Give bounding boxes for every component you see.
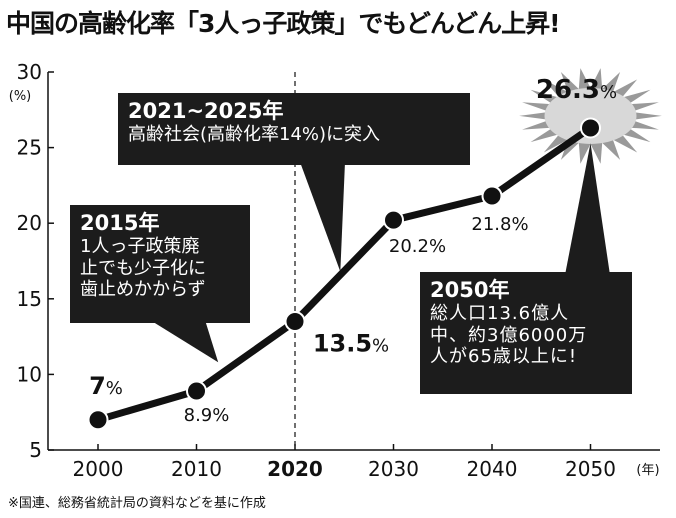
callout-2015: 2015年 1人っ子政策廃 止でも少子化に 歯止めかからず [70, 205, 250, 323]
y-tick-label: 15 [17, 287, 42, 311]
axes: 5 10 15 20 25 30 (%) 2000 2010 2020 2030 2040 2050 (年… [9, 60, 660, 481]
x-tick-label: 2040 [467, 457, 518, 481]
callout-2015-pointer [150, 320, 219, 363]
callout-2050-pointer [565, 143, 610, 275]
callout-2015-text: 1人っ子政策廃 止でも少子化に 歯止めかからず [80, 236, 206, 301]
data-label-unit: % [106, 378, 123, 399]
highlight-burst-core [544, 87, 637, 144]
chart-title: 中国の高齢化率「3人っ子政策」でもどんどん上昇! [6, 9, 561, 38]
x-tick-label: 2020 [267, 457, 323, 481]
data-label-unit: % [372, 335, 389, 356]
callout-2050-text: 総人口13.6億人 中、約3億6000万 人が65歳以上に! [430, 303, 588, 368]
data-point-2040 [481, 185, 503, 207]
y-tick-label: 30 [17, 60, 42, 84]
y-tick-label: 20 [17, 211, 42, 235]
data-label-2030: 20.2% [389, 236, 446, 257]
data-label-value: 20.2 [389, 236, 429, 257]
x-tick-label: 2030 [368, 457, 419, 481]
x-unit-label: (年) [636, 463, 659, 478]
callout-2021-text: 高齢社会(高齢化率14%)に突入 [128, 124, 381, 146]
highlight-burst [519, 68, 662, 164]
data-label-value: 21.8 [471, 214, 511, 235]
callout-2050: 2050年 総人口13.6億人 中、約3億6000万 人が65歳以上に! [420, 272, 632, 394]
callout-2015-heading: 2015年 [80, 211, 160, 235]
series-path [97, 125, 593, 424]
data-labels: 7%8.9%13.5%20.2%21.8%26.3% [89, 75, 617, 426]
data-label-2020: 13.5% [313, 329, 389, 357]
data-label-2040: 21.8% [471, 214, 528, 235]
data-label-value: 8.9 [184, 405, 213, 426]
data-label-value: 26.3 [536, 75, 600, 105]
data-label-unit: % [212, 405, 229, 426]
x-tick-label: 2050 [565, 457, 616, 481]
data-label-value: 7 [89, 372, 106, 400]
x-tick-label: 2000 [73, 457, 124, 481]
callout-pointers [150, 143, 610, 363]
y-unit-label: (%) [9, 89, 32, 104]
data-label-unit: % [511, 214, 528, 235]
data-point-2020 [284, 310, 306, 332]
data-point-2030 [383, 209, 404, 231]
data-label-unit: % [600, 82, 617, 103]
data-label-2050: 26.3% [536, 75, 617, 105]
data-label-value: 13.5 [313, 329, 372, 357]
data-point-2050 [580, 117, 601, 139]
y-tick-label: 10 [17, 362, 42, 386]
y-tick-label: 5 [29, 438, 42, 462]
series-line [87, 117, 601, 431]
data-label-unit: % [429, 236, 446, 257]
callout-2021: 2021~2025年 高齢社会(高齢化率14%)に突入 [118, 93, 470, 165]
callout-2050-heading: 2050年 [430, 278, 510, 302]
callout-2021-heading: 2021~2025年 [128, 99, 284, 123]
data-point-2000 [87, 409, 109, 431]
data-label-2000: 7% [89, 372, 123, 400]
source-note: ※国連、総務省統計局の資料などを基に作成 [8, 496, 266, 511]
callout-2021-pointer [300, 162, 345, 272]
data-point-2010 [186, 380, 207, 402]
data-label-2010: 8.9% [184, 405, 230, 426]
y-tick-label: 25 [17, 136, 42, 160]
x-tick-label: 2010 [171, 457, 222, 481]
